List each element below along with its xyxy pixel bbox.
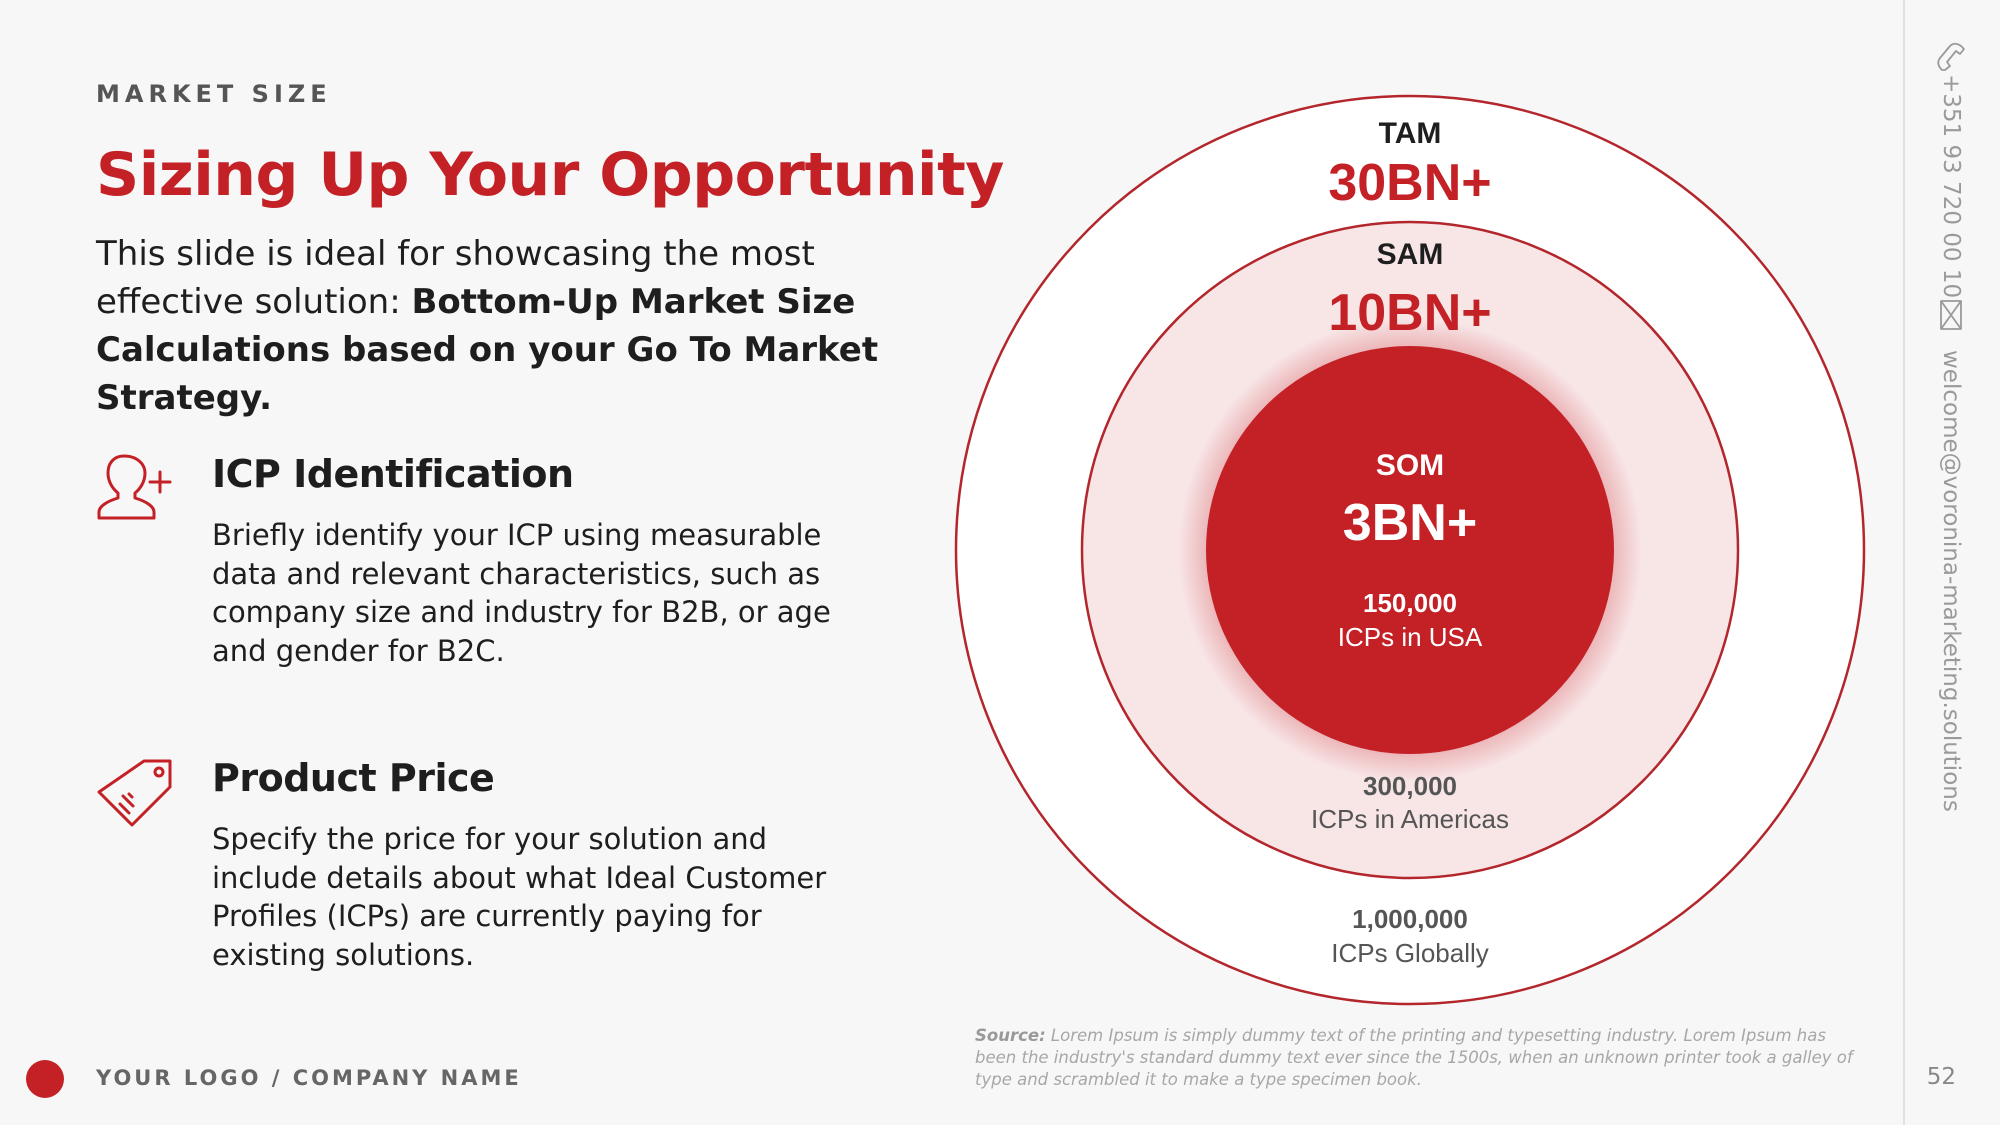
tam-value: 30BN+ [1328, 154, 1491, 212]
market-size-diagram: TAM 30BN+ SAM 10BN+ SOM 3BN+ 150,000 ICP… [954, 94, 1866, 1006]
intro-plain: This slide is ideal for showcasing the m… [96, 234, 815, 322]
som-circle [1206, 346, 1614, 754]
sidebar-divider [1903, 0, 1905, 1125]
som-value: 3BN+ [1343, 494, 1477, 552]
phone-icon [1937, 42, 1965, 71]
feature-title: Product Price [212, 756, 495, 800]
page-number: 52 [1926, 1064, 1956, 1090]
sam-value: 10BN+ [1328, 284, 1491, 342]
source-note: Source: Lorem Ipsum is simply dummy text… [975, 1025, 1855, 1091]
logo-mark [26, 1060, 64, 1098]
sam-count: 300,000 [1363, 771, 1457, 801]
feature-text: Briefly identify your ICP using measurab… [212, 518, 831, 668]
som-count: 150,000 [1363, 588, 1457, 618]
tam-count: 1,000,000 [1352, 904, 1468, 934]
sam-count-label: ICPs in Americas [1311, 804, 1509, 834]
email-address[interactable]: welcome@voronina-marketing.solutions [1938, 350, 1964, 812]
intro-bold: Bottom-Up Market Size Calculations based… [96, 282, 879, 418]
intro-text: This slide is ideal for showcasing the m… [96, 230, 956, 422]
tam-count-label: ICPs Globally [1331, 938, 1489, 968]
section-eyebrow: MARKET SIZE [96, 80, 332, 108]
price-tag-icon [97, 759, 172, 827]
feature-text: Specify the price for your solution and … [212, 822, 827, 972]
add-user-icon [97, 454, 172, 520]
company-logo-text: YOUR LOGO / COMPANY NAME [96, 1066, 522, 1090]
tam-label: TAM [1379, 117, 1442, 150]
som-label: SOM [1376, 449, 1444, 482]
page-title: Sizing Up Your Opportunity [96, 140, 1004, 210]
source-text: Lorem Ipsum is simply dummy text of the … [975, 1026, 1853, 1089]
sam-label: SAM [1377, 238, 1444, 271]
phone-number[interactable]: +351 93 720 00 10 [1938, 74, 1964, 299]
som-count-label: ICPs in USA [1338, 622, 1483, 652]
feature-title: ICP Identification [212, 452, 574, 496]
source-label: Source: [975, 1026, 1046, 1045]
contact-sidebar: +351 93 720 00 10 welcome@voronina-marke… [1920, 40, 1980, 812]
mail-icon [1940, 300, 1962, 330]
